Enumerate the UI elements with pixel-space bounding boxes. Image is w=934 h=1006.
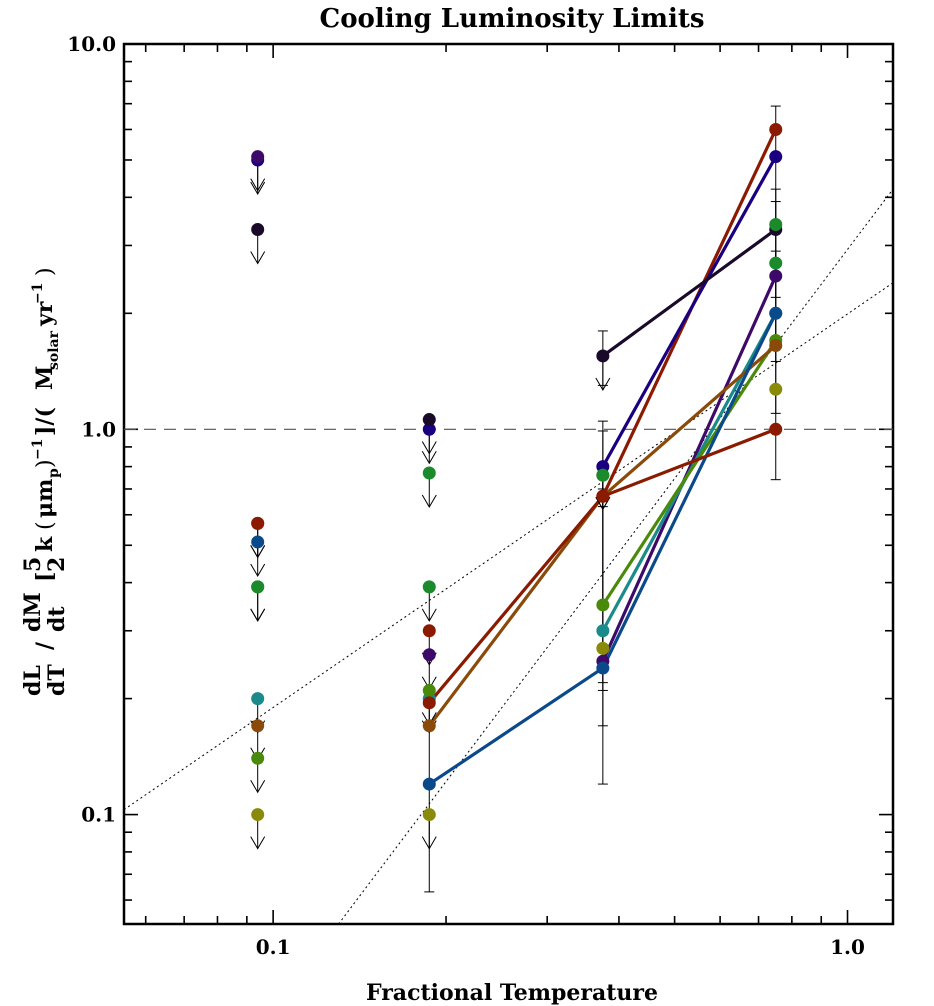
y-label-end: ) <box>33 267 58 276</box>
data-point <box>769 218 783 232</box>
series-line <box>601 275 778 662</box>
upper-limit-arrow-head <box>250 836 266 850</box>
data-point <box>769 338 783 352</box>
upper-limit-arrow-head <box>250 178 266 192</box>
y-label-frac2-den: dt <box>44 606 70 632</box>
data-point <box>596 641 610 655</box>
y-tick-label: 10.0 <box>67 32 116 56</box>
data-point <box>596 468 610 482</box>
upper-limit-arrow-head <box>421 608 437 622</box>
upper-limit-arrow-head <box>250 608 266 622</box>
data-point <box>251 535 265 549</box>
upper-limit-arrow-head <box>421 836 437 850</box>
y-label-solar: solar <box>46 330 62 370</box>
data-point <box>422 777 436 791</box>
data-point <box>422 580 436 594</box>
data-point <box>251 692 265 706</box>
upper-limit-arrow-head <box>250 780 266 794</box>
y-axis-label: dL dT / dM dt [ 5 2 k ( μm p ) −1 ]/( M … <box>20 267 70 696</box>
data-point <box>251 150 265 164</box>
data-point <box>596 598 610 612</box>
y-label-close: ]/( <box>32 407 58 436</box>
data-point <box>251 580 265 594</box>
plot-frame <box>122 42 895 926</box>
dotted-fit-line <box>338 188 893 924</box>
y-label-bracket: [ <box>32 572 58 582</box>
upper-limit-arrow-head <box>250 545 266 559</box>
data-point <box>251 751 265 765</box>
data-point <box>422 413 436 427</box>
data-point <box>769 422 783 436</box>
series-line <box>601 339 778 606</box>
data-point <box>422 696 436 710</box>
y-label-inv: −1 <box>30 439 46 460</box>
upper-limit-arrow-head <box>595 496 611 511</box>
y-label-yrinv: −1 <box>30 283 46 304</box>
data-point <box>596 624 610 638</box>
upper-limit-arrow-head <box>421 451 437 465</box>
chart-title: Cooling Luminosity Limits <box>320 4 705 34</box>
data-point <box>422 466 436 480</box>
data-point <box>422 648 436 662</box>
data-point <box>251 808 265 822</box>
upper-limit-arrow-head <box>250 251 266 265</box>
data-point <box>422 719 436 733</box>
y-label-p: p <box>46 468 62 478</box>
data-point <box>422 808 436 822</box>
y-label-frac1-num: dL <box>20 665 46 696</box>
data-point <box>596 349 610 363</box>
data-point <box>769 256 783 270</box>
data-point <box>251 719 265 733</box>
y-label-frac1-den: dT <box>44 664 70 696</box>
dotted-fit-line <box>124 282 893 811</box>
y-tick-label: 0.1 <box>81 803 116 827</box>
upper-limit-arrow-head <box>421 441 437 455</box>
data-point <box>769 122 783 136</box>
data-point <box>769 382 783 396</box>
data-point <box>769 306 783 320</box>
x-axis-label: Fractional Temperature <box>366 980 658 1006</box>
x-tick-label: 0.1 <box>256 935 291 959</box>
y-label-frac3-num: 5 <box>20 557 46 572</box>
x-tick-label: 1.0 <box>830 935 865 959</box>
data-point <box>596 661 610 675</box>
upper-limit-arrow-head <box>421 494 437 509</box>
upper-limit-arrow-head <box>250 181 266 195</box>
y-tick-label: 1.0 <box>81 417 116 441</box>
y-label-frac3-den: 2 <box>44 557 70 572</box>
data-point <box>251 223 265 237</box>
y-label-paren-close: ) <box>33 459 58 468</box>
y-label-frac2-num: dM <box>20 592 46 632</box>
y-label-yr: yr <box>32 301 58 327</box>
data-point <box>596 489 610 503</box>
data-point <box>769 269 783 283</box>
y-label-msolar: M <box>32 366 58 390</box>
data-point <box>422 624 436 638</box>
upper-limit-arrow-head <box>595 377 611 391</box>
data-point <box>422 422 436 436</box>
y-label-k: k <box>32 536 58 552</box>
plot-area: 0.1 1.0 0.1 1.0 10.0 <box>67 32 895 959</box>
data-point <box>251 516 265 530</box>
y-label-mu: μm <box>32 479 58 518</box>
series-line <box>601 228 777 358</box>
data-point <box>769 150 783 164</box>
upper-limit-arrow-head <box>250 563 266 577</box>
series-line <box>601 155 778 468</box>
y-label-slash1: / <box>32 641 58 650</box>
y-label-paren-open: ( <box>33 521 58 530</box>
data-point <box>422 683 436 697</box>
svg-text:dL dT / dM: dL dT / dM dt [ 5 2 k ( μm p ) −1 ]/( M … <box>20 267 70 696</box>
